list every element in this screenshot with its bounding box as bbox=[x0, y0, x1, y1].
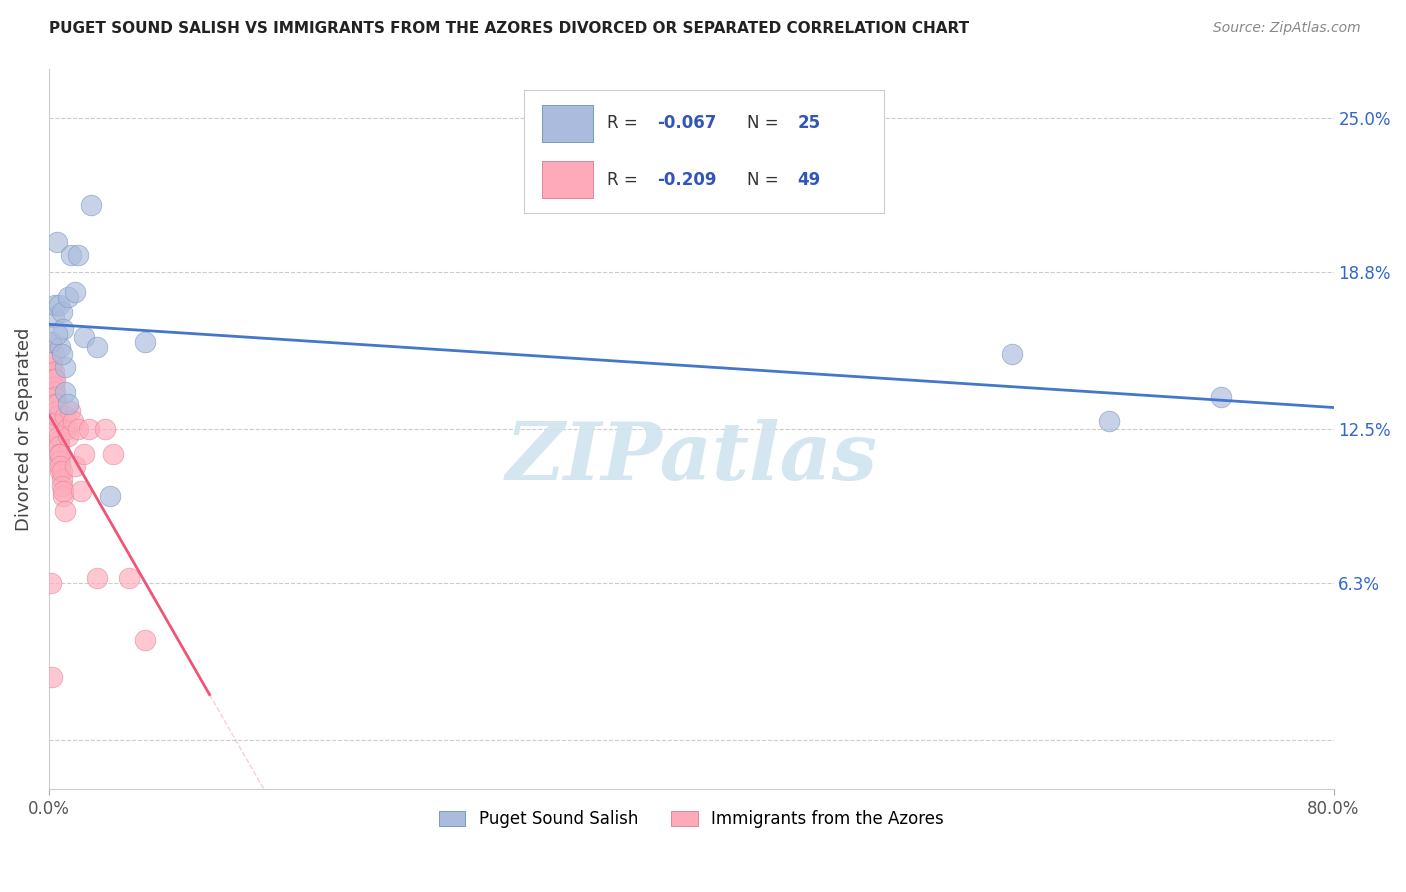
Point bbox=[59, 404, 82, 418]
Point bbox=[80, 198, 103, 212]
Point bbox=[48, 297, 70, 311]
Point bbox=[49, 464, 72, 478]
Point bbox=[66, 422, 89, 436]
Point bbox=[98, 489, 121, 503]
Point bbox=[62, 414, 84, 428]
Point bbox=[41, 365, 63, 379]
Point bbox=[51, 347, 73, 361]
Point bbox=[48, 429, 70, 443]
Point bbox=[86, 571, 108, 585]
Point bbox=[48, 447, 70, 461]
Point bbox=[58, 397, 80, 411]
Point bbox=[86, 340, 108, 354]
Text: PUGET SOUND SALISH VS IMMIGRANTS FROM THE AZORES DIVORCED OR SEPARATED CORRELATI: PUGET SOUND SALISH VS IMMIGRANTS FROM TH… bbox=[49, 21, 969, 36]
Point bbox=[66, 248, 89, 262]
Point bbox=[52, 322, 75, 336]
Point bbox=[77, 422, 100, 436]
Point bbox=[73, 447, 96, 461]
Point bbox=[58, 429, 80, 443]
Point bbox=[42, 310, 65, 324]
Point bbox=[42, 372, 65, 386]
Point bbox=[49, 454, 72, 468]
Point bbox=[46, 414, 69, 428]
Text: Source: ZipAtlas.com: Source: ZipAtlas.com bbox=[1213, 21, 1361, 35]
Point bbox=[41, 372, 63, 386]
Point bbox=[39, 359, 62, 374]
Point bbox=[41, 670, 63, 684]
Point bbox=[46, 397, 69, 411]
Point bbox=[44, 372, 66, 386]
Point bbox=[63, 285, 86, 300]
Point bbox=[103, 447, 125, 461]
Point bbox=[48, 434, 70, 449]
Point bbox=[134, 334, 156, 349]
Point bbox=[42, 347, 65, 361]
Point bbox=[39, 576, 62, 591]
Point bbox=[52, 489, 75, 503]
Point bbox=[53, 359, 76, 374]
Point bbox=[46, 404, 69, 418]
Point bbox=[118, 571, 141, 585]
Y-axis label: Divorced or Separated: Divorced or Separated bbox=[15, 327, 32, 531]
Legend: Puget Sound Salish, Immigrants from the Azores: Puget Sound Salish, Immigrants from the … bbox=[432, 804, 950, 835]
Point bbox=[42, 365, 65, 379]
Point bbox=[73, 330, 96, 344]
Point bbox=[53, 504, 76, 518]
Point bbox=[39, 334, 62, 349]
Point bbox=[51, 472, 73, 486]
Point bbox=[39, 334, 62, 349]
Point bbox=[51, 464, 73, 478]
Point bbox=[58, 290, 80, 304]
Point bbox=[42, 379, 65, 393]
Point bbox=[70, 483, 93, 498]
Point bbox=[49, 459, 72, 474]
Point bbox=[49, 447, 72, 461]
Text: ZIPatlas: ZIPatlas bbox=[505, 419, 877, 497]
Point bbox=[52, 483, 75, 498]
Point bbox=[53, 409, 76, 424]
Point bbox=[41, 355, 63, 369]
Point bbox=[44, 384, 66, 399]
Point bbox=[48, 439, 70, 453]
Point bbox=[55, 422, 77, 436]
Point bbox=[60, 248, 83, 262]
Point bbox=[134, 633, 156, 648]
Point bbox=[94, 422, 117, 436]
Point bbox=[46, 235, 69, 250]
Point bbox=[46, 327, 69, 342]
Point bbox=[1098, 414, 1121, 428]
Point bbox=[63, 459, 86, 474]
Point bbox=[1001, 347, 1024, 361]
Point bbox=[46, 422, 69, 436]
Point bbox=[49, 340, 72, 354]
Point bbox=[44, 390, 66, 404]
Point bbox=[44, 297, 66, 311]
Point bbox=[51, 305, 73, 319]
Point bbox=[44, 397, 66, 411]
Point bbox=[1211, 390, 1233, 404]
Point bbox=[51, 479, 73, 493]
Point bbox=[53, 384, 76, 399]
Point bbox=[46, 409, 69, 424]
